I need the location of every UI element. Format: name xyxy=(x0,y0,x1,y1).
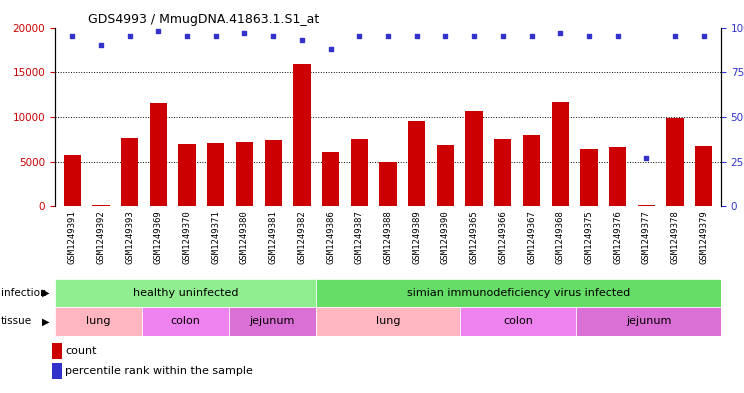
Bar xyxy=(228,307,315,336)
Point xyxy=(239,30,251,36)
Bar xyxy=(580,149,597,206)
Bar xyxy=(92,204,109,206)
Point xyxy=(468,33,480,40)
Bar xyxy=(466,111,483,206)
Point xyxy=(210,33,222,40)
Text: count: count xyxy=(65,346,97,356)
Bar xyxy=(55,307,142,336)
Text: GSM1249380: GSM1249380 xyxy=(240,210,249,264)
Bar xyxy=(576,307,721,336)
Text: GSM1249393: GSM1249393 xyxy=(125,210,134,264)
Bar xyxy=(551,102,569,206)
Point xyxy=(267,33,279,40)
Point xyxy=(641,155,652,161)
Text: GSM1249378: GSM1249378 xyxy=(670,210,679,264)
Bar xyxy=(236,142,253,206)
Bar xyxy=(494,139,511,206)
Bar xyxy=(379,162,397,206)
Text: GSM1249390: GSM1249390 xyxy=(441,210,450,264)
Text: GSM1249391: GSM1249391 xyxy=(68,210,77,264)
Bar xyxy=(142,307,228,336)
Bar xyxy=(293,64,310,206)
Point xyxy=(324,46,336,52)
Text: ▶: ▶ xyxy=(42,288,49,298)
Text: GSM1249370: GSM1249370 xyxy=(182,210,192,264)
Bar xyxy=(461,307,576,336)
Text: GSM1249369: GSM1249369 xyxy=(154,210,163,264)
Bar xyxy=(55,279,315,307)
Text: GSM1249377: GSM1249377 xyxy=(642,210,651,264)
Bar xyxy=(408,121,426,206)
Point xyxy=(525,33,537,40)
Text: lung: lung xyxy=(86,316,111,327)
Bar xyxy=(315,307,461,336)
Point xyxy=(353,33,365,40)
Point xyxy=(382,33,394,40)
Text: tissue: tissue xyxy=(1,316,32,327)
Text: GSM1249371: GSM1249371 xyxy=(211,210,220,264)
Bar xyxy=(667,118,684,206)
Bar xyxy=(322,152,339,206)
Text: GSM1249382: GSM1249382 xyxy=(298,210,307,264)
Point xyxy=(698,33,710,40)
Text: GSM1249375: GSM1249375 xyxy=(584,210,594,264)
Text: GSM1249379: GSM1249379 xyxy=(699,210,708,264)
Text: GSM1249388: GSM1249388 xyxy=(383,210,393,264)
Point xyxy=(583,33,595,40)
Text: jejunum: jejunum xyxy=(626,316,671,327)
Text: GDS4993 / MmugDNA.41863.1.S1_at: GDS4993 / MmugDNA.41863.1.S1_at xyxy=(89,13,320,26)
Point xyxy=(66,33,78,40)
Text: GSM1249367: GSM1249367 xyxy=(527,210,536,264)
Bar xyxy=(315,279,721,307)
Text: GSM1249386: GSM1249386 xyxy=(326,210,335,264)
Text: jejunum: jejunum xyxy=(249,316,295,327)
Text: GSM1249387: GSM1249387 xyxy=(355,210,364,264)
Bar xyxy=(150,103,167,206)
Bar xyxy=(609,147,626,206)
Bar xyxy=(523,135,540,206)
Bar xyxy=(638,204,655,206)
Bar xyxy=(695,147,712,206)
Text: GSM1249368: GSM1249368 xyxy=(556,210,565,264)
Text: GSM1249381: GSM1249381 xyxy=(269,210,278,264)
Text: infection: infection xyxy=(1,288,46,298)
Text: ▶: ▶ xyxy=(42,316,49,327)
Point xyxy=(296,37,308,43)
Text: GSM1249376: GSM1249376 xyxy=(613,210,622,264)
Text: percentile rank within the sample: percentile rank within the sample xyxy=(65,366,254,376)
Point xyxy=(153,28,164,34)
Bar xyxy=(437,145,454,206)
Text: simian immunodeficiency virus infected: simian immunodeficiency virus infected xyxy=(407,288,630,298)
Point xyxy=(497,33,509,40)
Text: colon: colon xyxy=(170,316,200,327)
Point xyxy=(554,30,566,36)
Text: GSM1249366: GSM1249366 xyxy=(498,210,507,264)
Bar xyxy=(207,143,225,206)
Point xyxy=(669,33,681,40)
Bar xyxy=(121,138,138,206)
Text: healthy uninfected: healthy uninfected xyxy=(132,288,238,298)
Point xyxy=(181,33,193,40)
Point xyxy=(440,33,452,40)
Point xyxy=(124,33,135,40)
Text: GSM1249389: GSM1249389 xyxy=(412,210,421,264)
Text: colon: colon xyxy=(504,316,533,327)
Point xyxy=(612,33,623,40)
Point xyxy=(411,33,423,40)
Bar xyxy=(179,144,196,206)
Bar xyxy=(265,140,282,206)
Text: GSM1249365: GSM1249365 xyxy=(469,210,478,264)
Bar xyxy=(64,155,81,206)
Text: GSM1249392: GSM1249392 xyxy=(97,210,106,264)
Text: lung: lung xyxy=(376,316,400,327)
Point xyxy=(95,42,107,49)
Bar xyxy=(350,139,368,206)
